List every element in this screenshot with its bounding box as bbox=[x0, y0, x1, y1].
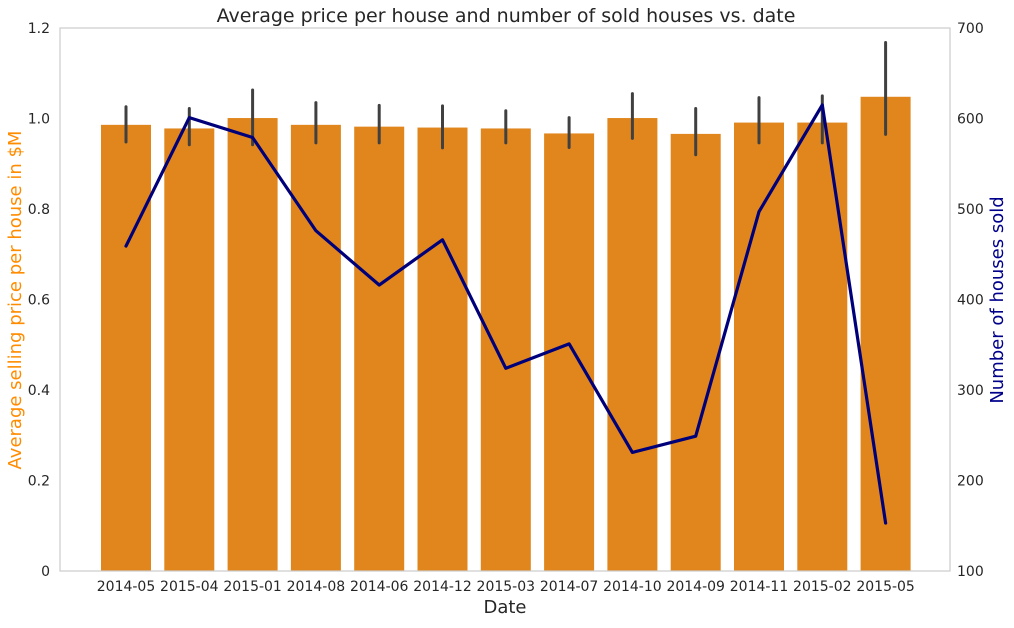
y-tick-label: 0 bbox=[41, 564, 50, 580]
x-axis-label: Date bbox=[483, 597, 526, 618]
y2-tick-labels: 100 200 300 400 500 600 700 bbox=[957, 21, 984, 580]
bar-2014-12 bbox=[417, 127, 468, 572]
x-tick-label: 2015-02 bbox=[793, 579, 852, 595]
y2-axis-label: Number of houses sold bbox=[987, 196, 1008, 403]
x-tick-label: 2014-08 bbox=[287, 579, 346, 595]
plot-frame bbox=[59, 27, 951, 572]
y2-tick-label: 200 bbox=[957, 474, 984, 490]
y-tick-label: 0.4 bbox=[28, 383, 50, 399]
x-tick-label: 2014-05 bbox=[97, 579, 156, 595]
bar-2014-05 bbox=[101, 124, 151, 572]
bar-2015-01 bbox=[227, 118, 278, 572]
chart-title: Average price per house and number of so… bbox=[217, 5, 796, 27]
y-tick-label: 1.2 bbox=[28, 21, 50, 37]
y-tick-label: 0.8 bbox=[28, 202, 50, 218]
bars-layer bbox=[101, 96, 911, 572]
x-tick-label: 2014-07 bbox=[540, 579, 599, 595]
bar-2015-03 bbox=[480, 128, 531, 571]
y2-tick-label: 400 bbox=[957, 293, 984, 309]
x-tick-label: 2015-05 bbox=[856, 579, 915, 595]
x-tick-label: 2014-11 bbox=[730, 579, 789, 595]
y-tick-label: 0.6 bbox=[28, 293, 50, 309]
y-tick-label: 0.2 bbox=[28, 474, 50, 490]
axes-layer bbox=[59, 27, 951, 572]
x-tick-label: 2014-10 bbox=[603, 579, 662, 595]
y2-tick-label: 500 bbox=[957, 202, 984, 218]
bar-2015-05 bbox=[860, 96, 911, 571]
x-tick-label: 2014-06 bbox=[350, 579, 409, 595]
bar-2014-07 bbox=[544, 133, 595, 571]
bar-2015-02 bbox=[797, 122, 848, 571]
y2-tick-label: 100 bbox=[957, 564, 984, 580]
x-tick-label: 2015-03 bbox=[477, 579, 536, 595]
bar-2015-04 bbox=[164, 128, 215, 571]
bar-2014-08 bbox=[290, 124, 341, 572]
x-tick-label: 2015-01 bbox=[223, 579, 282, 595]
x-tick-label: 2015-04 bbox=[160, 579, 219, 595]
y-axis-label: Average selling price per house in $M bbox=[5, 131, 26, 470]
errorbars-layer bbox=[124, 40, 888, 157]
bar-2014-06 bbox=[354, 126, 405, 572]
x-tick-labels: 2014-05 2015-04 2015-01 2014-08 2014-06 2014-… bbox=[97, 579, 915, 595]
y2-tick-label: 700 bbox=[957, 21, 984, 37]
houses-sold-line bbox=[124, 103, 888, 525]
bar-2014-11 bbox=[734, 122, 784, 571]
x-tick-label: 2014-12 bbox=[413, 579, 472, 595]
bar-2014-10 bbox=[607, 118, 658, 572]
line-layer bbox=[124, 103, 888, 525]
y2-tick-label: 300 bbox=[957, 383, 984, 399]
y-tick-labels: 0 0.2 0.4 0.6 0.8 1.0 1.2 bbox=[28, 21, 50, 580]
y2-tick-label: 600 bbox=[957, 112, 984, 128]
bar-2014-09 bbox=[670, 133, 721, 571]
y-tick-label: 1.0 bbox=[28, 112, 50, 128]
x-tick-label: 2014-09 bbox=[666, 579, 725, 595]
